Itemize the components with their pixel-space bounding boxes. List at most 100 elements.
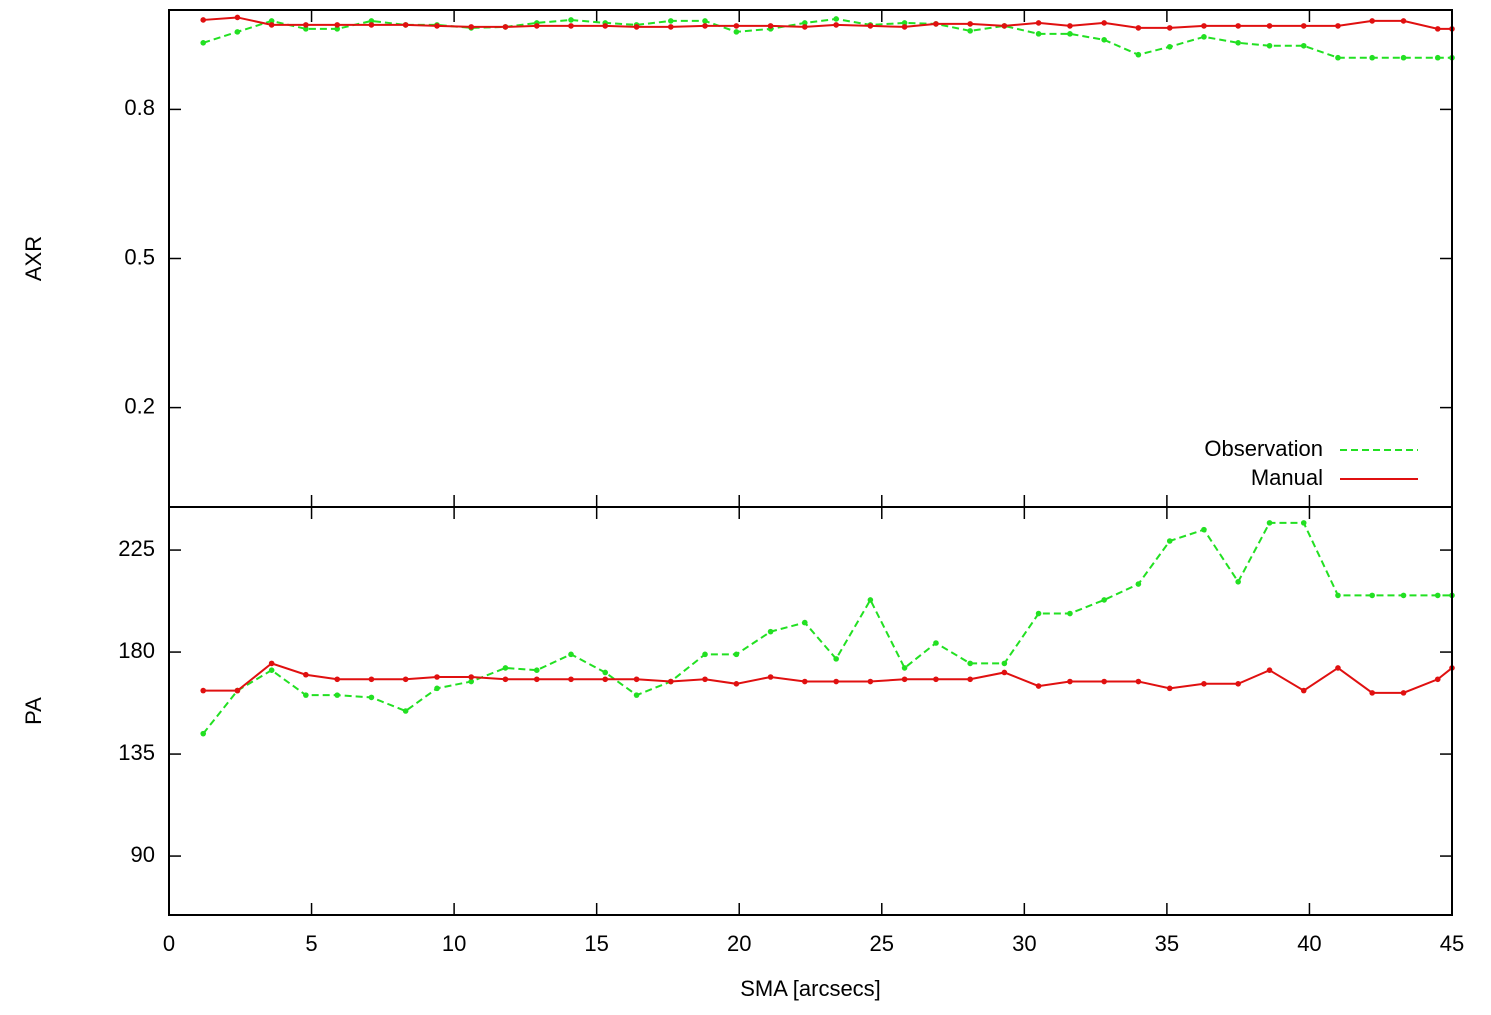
y-axis-label: PA (21, 697, 46, 725)
data-point (368, 676, 375, 683)
data-point (268, 22, 275, 28)
data-point (200, 687, 207, 694)
series-line (202, 521, 1452, 735)
data-point (402, 676, 409, 683)
data-point (1001, 669, 1008, 676)
data-point (368, 22, 375, 28)
data-point (402, 22, 409, 28)
data-point (833, 22, 839, 28)
data-point (967, 660, 973, 667)
data-point (733, 651, 740, 658)
data-point (767, 674, 774, 680)
data-point (268, 660, 275, 667)
data-point (200, 730, 207, 737)
y-tick-label: 135 (118, 740, 155, 765)
data-point (200, 17, 207, 23)
y-tick-label: 180 (118, 638, 155, 663)
data-point (702, 676, 708, 683)
data-point (1335, 54, 1341, 61)
data-point (801, 619, 808, 626)
data-point (633, 24, 640, 30)
plot-frame (168, 506, 1453, 916)
y-axis-label: AXR (21, 236, 46, 281)
data-point (368, 18, 375, 24)
legend-label: Observation (1204, 436, 1323, 461)
data-point (933, 640, 939, 646)
data-point (702, 18, 708, 24)
data-point (334, 692, 341, 698)
data-point (502, 24, 509, 30)
data-point (1201, 23, 1207, 29)
x-tick-label: 30 (1012, 931, 1036, 956)
data-point (1135, 25, 1142, 31)
x-tick-label: 40 (1297, 931, 1321, 956)
data-point (667, 18, 674, 24)
data-point (1001, 23, 1008, 29)
data-point (967, 21, 973, 27)
y-tick-label: 0.5 (124, 244, 155, 269)
data-point (702, 651, 708, 658)
y-tick-label: 225 (118, 536, 155, 561)
data-point (1067, 23, 1073, 29)
data-point (502, 676, 509, 683)
data-point (933, 21, 939, 27)
data-point (434, 685, 440, 692)
x-tick-label: 0 (163, 931, 175, 956)
data-point (533, 676, 540, 683)
plot-frame (168, 9, 1453, 508)
data-point (1166, 685, 1173, 692)
data-point (867, 678, 874, 685)
data-point (1369, 592, 1375, 599)
data-point (303, 692, 309, 698)
data-point (1335, 665, 1341, 671)
data-point (468, 678, 475, 685)
data-point (1001, 660, 1008, 667)
data-point (1335, 23, 1341, 29)
data-point (1166, 43, 1173, 50)
data-point (801, 24, 808, 30)
data-point (1369, 54, 1375, 61)
data-point (402, 708, 409, 714)
data-point (1400, 592, 1407, 599)
data-point (1035, 610, 1042, 617)
y-tick-label: 0.2 (124, 393, 155, 418)
data-point (933, 676, 939, 683)
x-tick-label: 25 (870, 931, 894, 956)
data-point (434, 23, 440, 29)
data-point (234, 29, 241, 35)
x-tick-label: 5 (305, 931, 317, 956)
data-point (1035, 683, 1042, 689)
data-point (702, 23, 708, 29)
data-point (833, 656, 839, 662)
data-point (1434, 26, 1441, 32)
data-point (801, 678, 808, 685)
data-point (568, 17, 574, 23)
data-point (1201, 681, 1207, 687)
data-point (1335, 592, 1341, 599)
x-tick-label: 15 (584, 931, 608, 956)
data-point (268, 667, 275, 673)
data-point (1067, 610, 1073, 617)
data-point (368, 694, 375, 701)
data-point (568, 651, 574, 658)
data-point (901, 20, 908, 26)
data-point (1101, 37, 1107, 43)
legend-label: Manual (1251, 465, 1323, 490)
data-point (533, 667, 540, 673)
data-point (967, 676, 973, 683)
data-point (234, 14, 241, 21)
data-point (1369, 690, 1375, 696)
data-point (1135, 581, 1142, 587)
data-point (200, 40, 207, 46)
data-point (434, 674, 440, 680)
series-line (203, 662, 1453, 694)
x-tick-label: 20 (727, 931, 751, 956)
data-point (602, 23, 609, 29)
data-point (334, 22, 341, 28)
data-point (334, 676, 341, 683)
data-point (468, 674, 475, 680)
y-tick-label: 90 (131, 842, 155, 867)
data-point (1067, 678, 1073, 685)
